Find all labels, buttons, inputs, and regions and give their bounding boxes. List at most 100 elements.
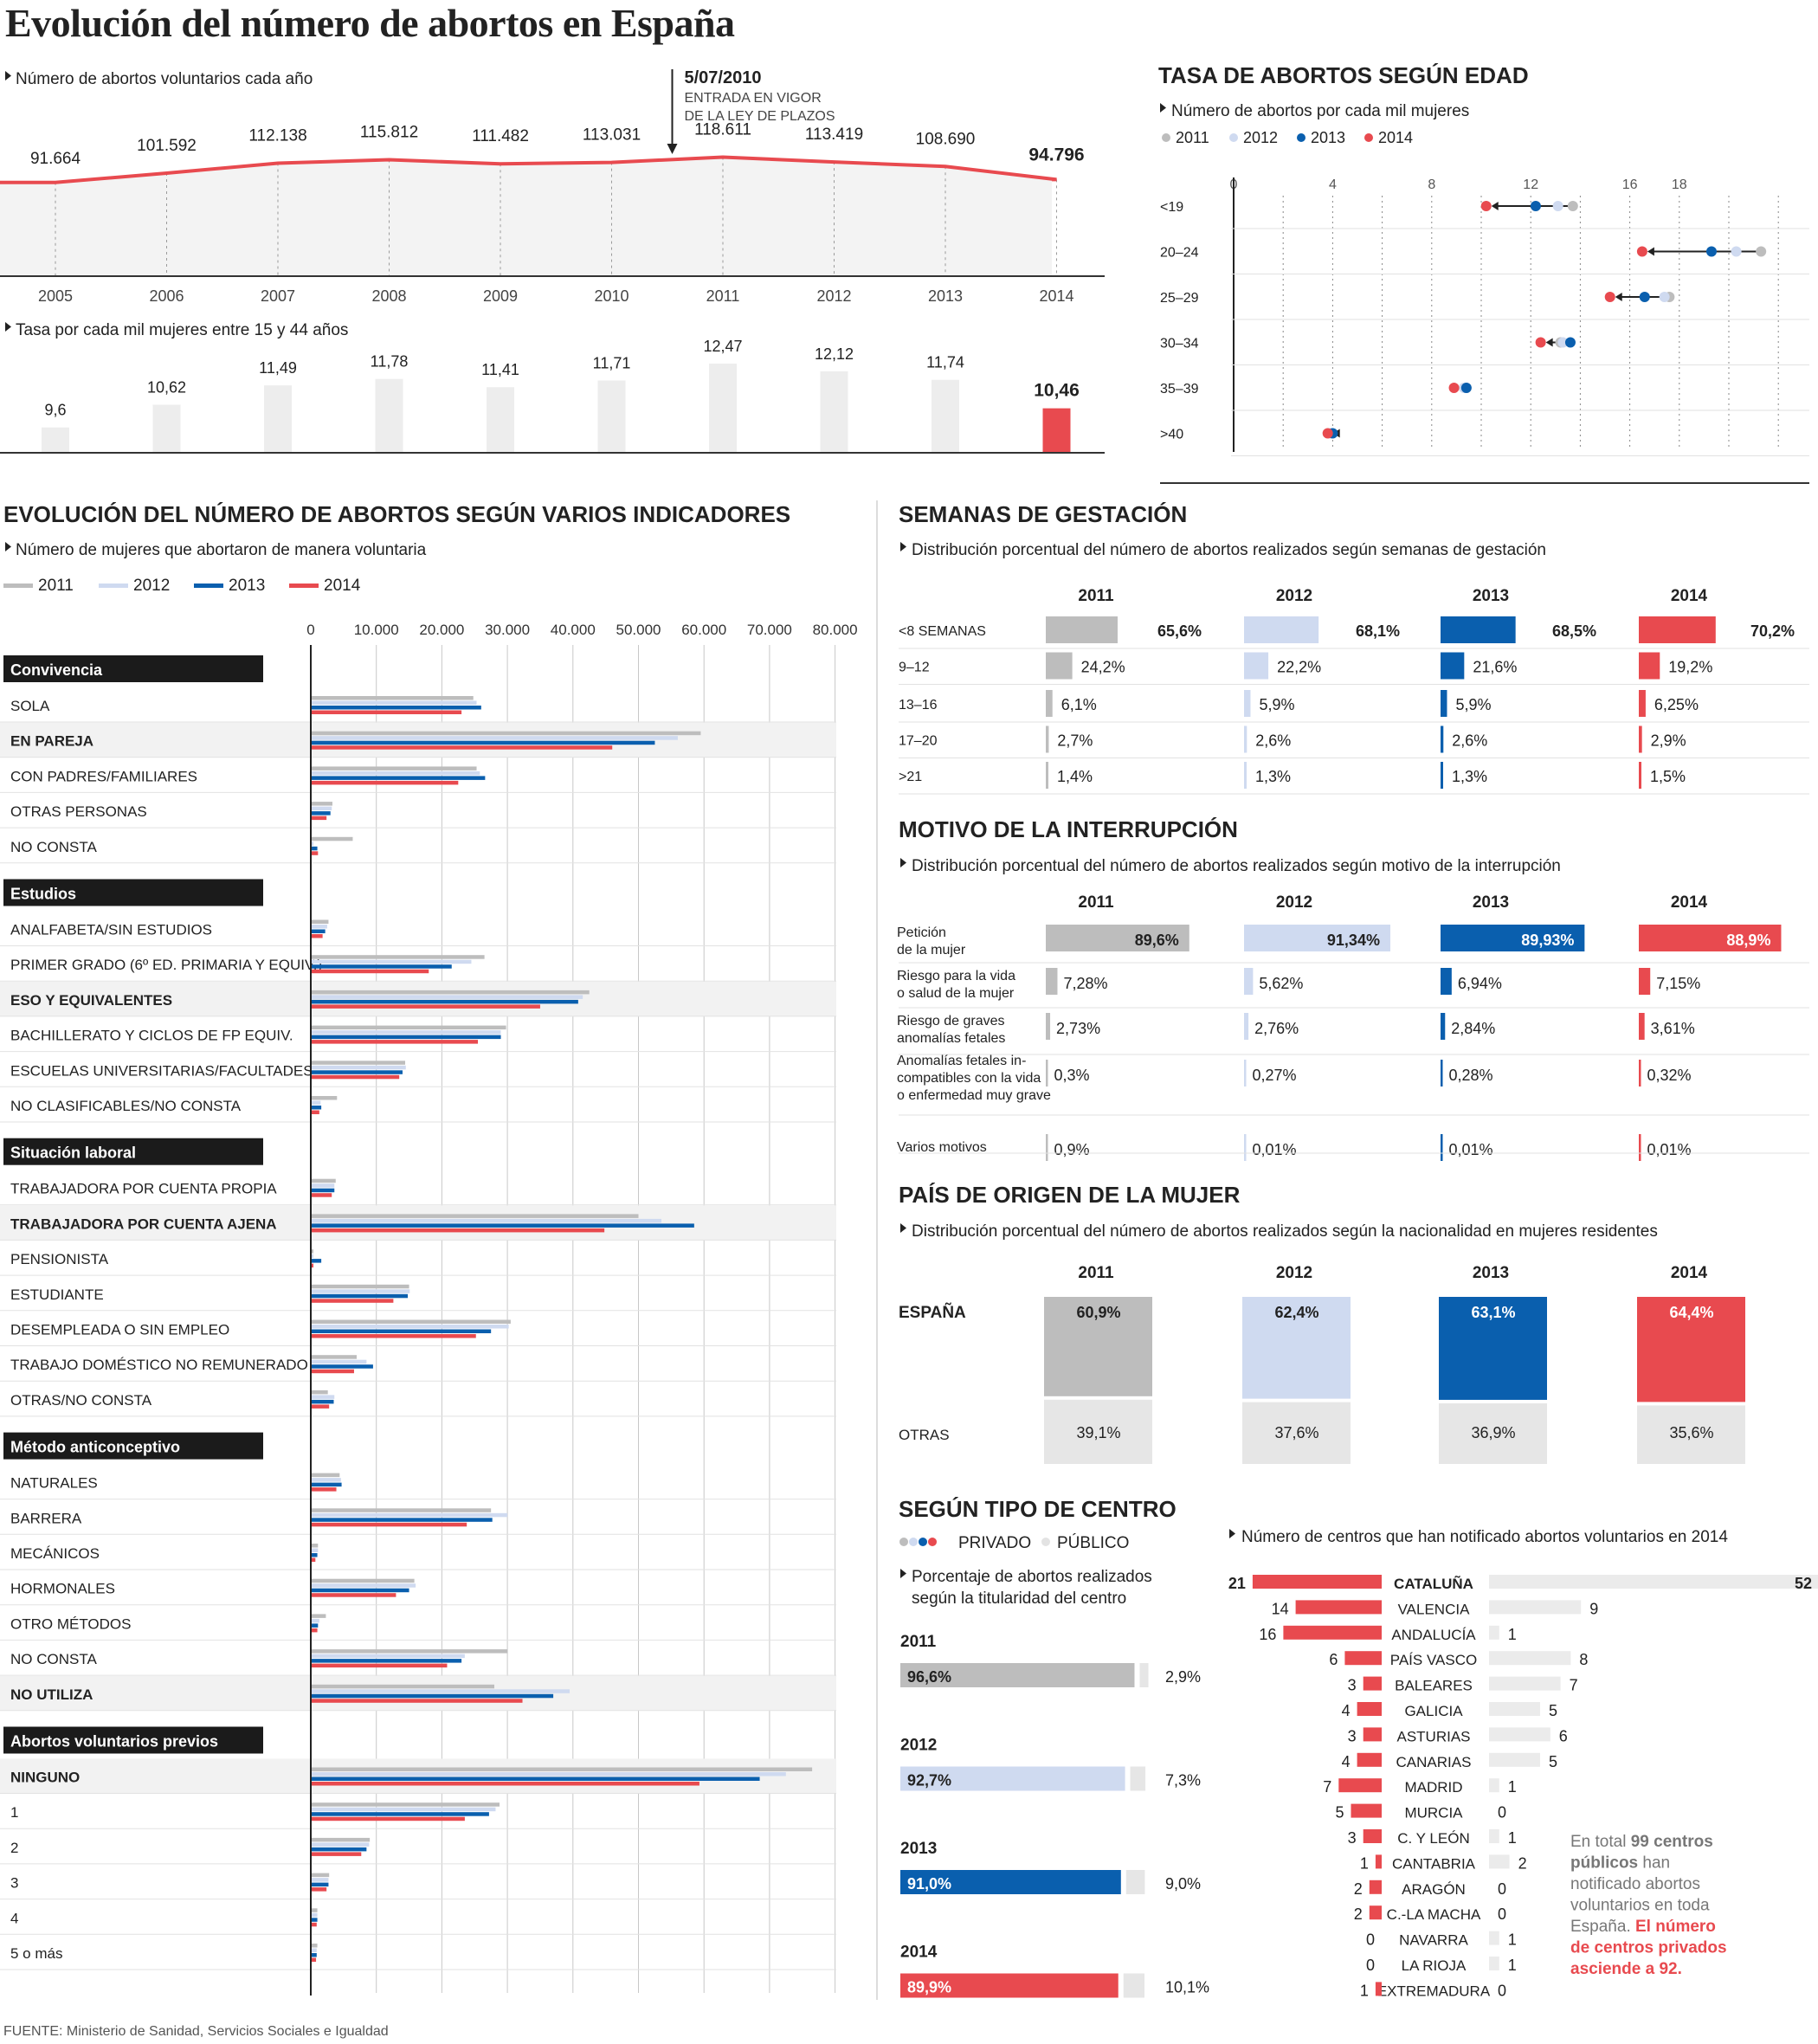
region-bar-privado	[1375, 1854, 1382, 1869]
rate-bar	[487, 387, 514, 452]
indicators-group-name: Método anticonceptivo	[10, 1439, 180, 1456]
region-bar-publico	[1489, 1600, 1582, 1615]
center-year-label: 2014	[900, 1944, 938, 1962]
weeks-value-label: 65,6%	[1157, 622, 1202, 640]
reason-year-header: 2012	[1276, 893, 1312, 912]
reason-category-label: de la mujer	[897, 943, 966, 958]
reason-value-label: 0,28%	[1449, 1067, 1493, 1084]
age-arrowhead	[1647, 247, 1654, 256]
indicators-bar-2014	[311, 1816, 465, 1822]
weeks-year-header: 2011	[1078, 587, 1114, 605]
reason-value-label: 89,93%	[1521, 932, 1574, 949]
indicators-row-label: SOLA	[10, 698, 50, 714]
origin-bar-espana-2011	[1044, 1297, 1152, 1396]
annotation-arrowhead	[667, 144, 678, 154]
weeks-value-label: 2,6%	[1452, 732, 1487, 750]
weeks-bar-2012	[1244, 616, 1319, 643]
reason-value-label: 89,6%	[1135, 932, 1179, 949]
indicators-bar-2013	[311, 1776, 760, 1781]
region-privado-value: 2	[1354, 1905, 1363, 1923]
origin-category-label: OTRAS	[899, 1427, 950, 1443]
indicators-legend-label: 2011	[38, 577, 74, 595]
center-privado-value: 89,9%	[907, 1979, 951, 1996]
weeks-bar-2014	[1639, 652, 1660, 680]
region-bar-privado	[1338, 1778, 1382, 1793]
region-label: MURCIA	[1404, 1805, 1463, 1822]
center-publico-value: 9,0%	[1165, 1875, 1201, 1892]
age-dot-2014	[1636, 246, 1647, 257]
region-label: NAVARRA	[1399, 1932, 1468, 1949]
weeks-value-label: 22,2%	[1277, 659, 1321, 676]
indicators-row-label: OTRAS PERSONAS	[10, 803, 147, 820]
age-legend-dot	[1297, 133, 1305, 142]
age-tick-label: 18	[1672, 177, 1687, 192]
line-value-label: 108.690	[916, 130, 976, 148]
weeks-value-label: 1,5%	[1650, 768, 1686, 785]
region-bar-publico	[1489, 1575, 1818, 1589]
weeks-value-label: 24,2%	[1081, 659, 1125, 676]
indicators-row-label: 4	[10, 1910, 18, 1926]
indicators-bar-2012	[311, 1948, 317, 1952]
region-bar-privado	[1344, 1651, 1382, 1666]
indicators-bar-2012	[311, 1478, 341, 1482]
indicators-tick-label: 30.000	[485, 622, 530, 638]
weeks-category-label: 9–12	[899, 661, 930, 675]
indicators-bar-2011	[311, 1390, 328, 1395]
reason-value-label: 0,01%	[1647, 1141, 1692, 1158]
line-year-label: 2006	[149, 287, 184, 305]
origin-value-label: 62,4%	[1274, 1304, 1318, 1321]
indicators-row-label: HORMONALES	[10, 1581, 115, 1597]
reason-bar-2012	[1244, 1013, 1249, 1040]
line-value-label: 111.482	[472, 127, 529, 145]
age-legend-dot	[1229, 133, 1238, 142]
indicators-bar-2012	[311, 1100, 321, 1105]
line-year-label: 2012	[816, 287, 851, 305]
age-dot-2011	[1756, 246, 1767, 257]
center-legend-dot	[919, 1538, 927, 1546]
indicators-bar-2012	[311, 1065, 406, 1070]
rate-bar	[597, 380, 626, 452]
indicators-bar-2011	[311, 1061, 406, 1065]
region-bar-privado	[1363, 1829, 1382, 1843]
age-dot-2013	[1460, 383, 1472, 393]
page-title: Evolución del número de abortos en Españ…	[5, 1, 735, 45]
indicators-bar-2011	[311, 1284, 409, 1289]
regions-note-segment: España.	[1570, 1918, 1635, 1936]
regions-note-segment: de centros privados	[1570, 1939, 1727, 1957]
age-legend-label: 2012	[1243, 129, 1278, 146]
indicators-bar-2011	[311, 955, 485, 959]
reason-bar-2011	[1046, 968, 1058, 995]
reason-bar-2011	[1046, 1060, 1048, 1086]
indicators-row-label: PENSIONISTA	[10, 1251, 109, 1267]
region-bar-privado	[1375, 1982, 1382, 1996]
region-bar-publico	[1489, 1727, 1550, 1742]
regions-note-segment: asciende a 92.	[1570, 1960, 1682, 1978]
bullet-icon	[900, 1569, 906, 1578]
reason-category-label: Anomalías fetales in-	[897, 1054, 1026, 1068]
indicators-bar-2013	[311, 1364, 373, 1369]
age-arrowhead	[1545, 338, 1553, 347]
region-bar-publico	[1489, 1957, 1499, 1970]
region-label: ASTURIAS	[1396, 1728, 1470, 1744]
indicators-row-label: TRABAJADORA POR CUENTA PROPIA	[10, 1181, 277, 1197]
indicators-bar-2014	[311, 1193, 332, 1197]
indicators-row-label: TRABAJADORA POR CUENTA AJENA	[10, 1215, 277, 1232]
indicators-tick-label: 60.000	[681, 622, 726, 638]
reason-bar-2013	[1441, 1060, 1443, 1086]
center-privado-value: 91,0%	[907, 1875, 951, 1892]
line-year-label: 2011	[706, 287, 740, 305]
region-label: PAÍS VASCO	[1390, 1652, 1477, 1668]
indicators-bar-2014	[311, 1369, 354, 1374]
indicators-group-name: Estudios	[10, 886, 76, 903]
indicators-group-header	[3, 1138, 263, 1165]
region-publico-value: 0	[1498, 1880, 1506, 1898]
line-area	[0, 157, 1057, 275]
origin-bar-otras-2012	[1242, 1402, 1351, 1464]
region-publico-value: 52	[1795, 1575, 1812, 1592]
indicators-bar-2014	[311, 1593, 396, 1597]
indicators-bar-2013	[311, 1259, 322, 1263]
rate-subtitle: Tasa por cada mil mujeres entre 15 y 44 …	[16, 321, 348, 339]
age-dot-2014	[1604, 292, 1615, 302]
weeks-bar-2013	[1441, 725, 1444, 753]
regions-note-segment: En total	[1570, 1833, 1631, 1851]
